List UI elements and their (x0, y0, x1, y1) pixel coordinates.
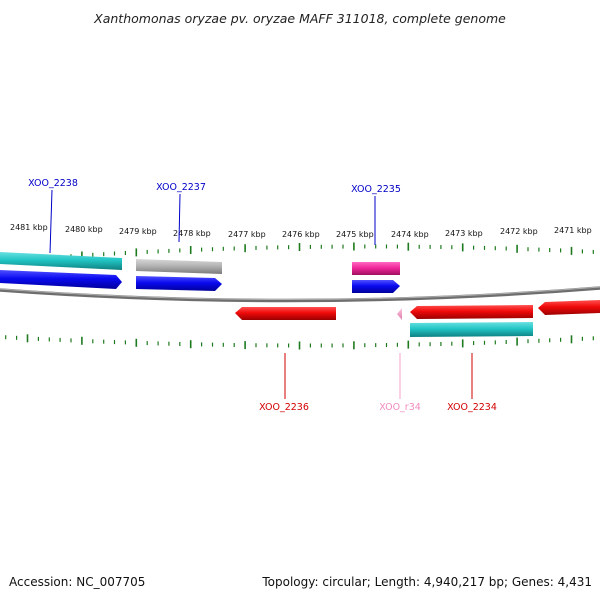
reverse-strand-features (235, 300, 600, 337)
gene-labels: XOO_2238 XOO_2237 XOO_2235 XOO_2236 XOO_… (28, 178, 497, 413)
genome-title: Xanthomonas oryzae pv. oryzae MAFF 31101… (93, 11, 506, 26)
gene-feature-xoo-2236-cds[interactable] (235, 307, 336, 320)
scale-labels: 2481 kbp 2480 kbp 2479 kbp 2478 kbp 2477… (10, 223, 592, 239)
scale-label-2479: 2479 kbp (119, 227, 157, 236)
genome-summary-text: Topology: circular; Length: 4,940,217 bp… (261, 575, 592, 589)
gene-label-xoo-2238[interactable]: XOO_2238 (28, 178, 78, 189)
inner-tick-track (5, 334, 594, 350)
scale-label-2473: 2473 kbp (445, 229, 483, 238)
connector-xoo-2238 (49, 189, 53, 254)
forward-strand-features (0, 252, 400, 293)
gene-feature-xoo-r34-rna[interactable] (397, 308, 402, 320)
scale-label-2475: 2475 kbp (336, 230, 374, 239)
gene-label-xoo-r34[interactable]: XOO_r34 (379, 402, 421, 413)
gene-label-xoo-2235[interactable]: XOO_2235 (351, 184, 401, 195)
scale-label-2476: 2476 kbp (282, 230, 320, 239)
gene-feature-xoo-2234-cds[interactable] (410, 305, 533, 319)
scale-label-2481: 2481 kbp (10, 223, 48, 232)
gene-feature-xoo-2238-cyan[interactable] (0, 252, 122, 270)
connector-xoo-2237 (178, 193, 181, 243)
gene-feature-xoo-2234-cyan[interactable] (410, 322, 533, 337)
gene-feature-next-reverse-cds[interactable] (538, 300, 600, 315)
label-connectors (49, 189, 473, 399)
gene-feature-xoo-2238-cds[interactable] (0, 270, 122, 289)
genome-backbone (0, 286, 600, 303)
gene-label-xoo-2234[interactable]: XOO_2234 (447, 402, 497, 413)
gene-feature-xoo-2237-cds[interactable] (136, 276, 222, 291)
genome-backbone-highlight (0, 286, 600, 301)
scale-label-2472: 2472 kbp (500, 227, 538, 236)
gene-label-xoo-2237[interactable]: XOO_2237 (156, 182, 206, 193)
gene-feature-xoo-2237-pseudo[interactable] (136, 259, 222, 274)
scale-label-2477: 2477 kbp (228, 230, 266, 239)
accession-text: Accession: NC_007705 (9, 575, 145, 589)
scale-label-2480: 2480 kbp (65, 225, 103, 234)
gene-feature-xoo-2235-cds[interactable] (352, 280, 400, 293)
scale-label-2478: 2478 kbp (173, 229, 211, 238)
scale-label-2474: 2474 kbp (391, 230, 429, 239)
scale-label-2471: 2471 kbp (554, 226, 592, 235)
gene-feature-xoo-2235-gene[interactable] (352, 262, 400, 275)
gene-label-xoo-2236[interactable]: XOO_2236 (259, 402, 309, 413)
